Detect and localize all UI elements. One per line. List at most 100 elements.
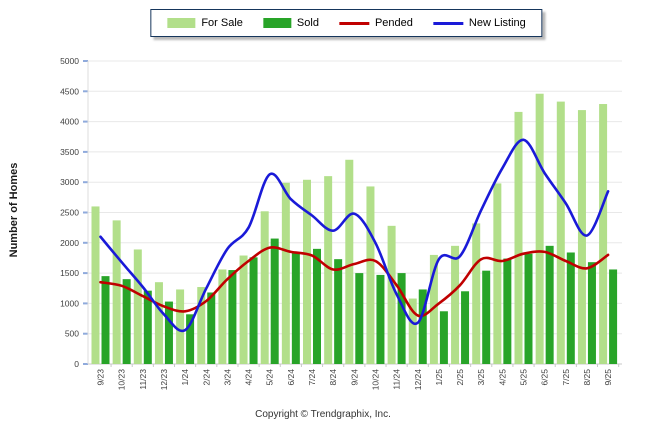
bar-sold-9/24 [355,273,364,364]
bar-for-sale-6/25 [535,93,544,364]
pended-swatch-icon [338,21,369,25]
y-tick-label: 5000 [60,56,79,66]
legend-item-new-listing: New Listing [432,17,526,29]
new-listing-line [99,138,610,333]
x-tick-label: 10/23 [117,369,127,391]
bar-for-sale-3/24 [218,269,227,364]
x-tick-label: 6/24 [286,369,296,386]
bar-sold-3/25 [482,270,491,364]
y-tick-label: 3500 [60,147,79,157]
legend-item-label: Pended [374,17,413,29]
bar-sold-3/24 [228,270,237,364]
x-tick-label: 1/25 [434,369,444,386]
bar-sold-6/25 [545,245,554,364]
x-tick-label: 12/23 [159,369,169,391]
bar-for-sale-8/25 [577,110,586,364]
y-tick-label: 2500 [60,208,79,218]
x-tick-label: 8/24 [328,369,338,386]
bar-sold-10/24 [376,274,385,364]
bar-for-sale-6/24 [281,182,290,364]
bar-for-sale-11/24 [387,225,396,364]
bar-sold-1/25 [439,311,448,364]
bar-sold-10/23 [122,279,131,364]
bar-for-sale-4/24 [239,255,248,364]
bar-for-sale-5/25 [514,111,523,365]
bar-for-sale-9/24 [345,159,354,364]
bar-for-sale-9/25 [599,104,608,364]
copyright-text: Copyright © Trendgraphix, Inc. [255,409,391,420]
x-tick-label: 2/24 [201,369,211,386]
bar-sold-9/23 [101,276,110,364]
new-listing-swatch-icon [432,21,463,25]
y-tick-label: 500 [65,329,79,339]
bar-for-sale-10/24 [366,186,375,364]
bar-for-sale-10/23 [112,220,121,364]
x-tick-label: 11/24 [392,369,402,390]
x-tick-label: 9/25 [603,369,613,386]
bar-sold-1/24 [186,314,195,364]
bar-for-sale-9/23 [91,206,100,364]
bar-sold-4/25 [503,258,512,364]
bar-for-sale-12/24 [408,298,417,364]
y-tick-label: 2000 [60,238,79,248]
bar-for-sale-7/24 [303,179,311,364]
x-tick-label: 3/24 [222,369,232,386]
bar-sold-11/23 [143,290,152,364]
x-tick-label: 3/25 [476,369,486,386]
x-tick-label: 2/25 [455,369,465,386]
bar-sold-5/25 [524,253,533,364]
bar-sold-2/24 [207,292,216,364]
x-tick-label: 8/25 [582,369,592,386]
bar-sold-9/25 [609,269,618,364]
bar-for-sale-2/24 [197,287,206,364]
legend: For Sale Sold Pended New Listing [150,9,543,37]
x-tick-label: 7/25 [561,369,571,386]
bar-for-sale-1/24 [176,289,185,364]
legend-item-sold: Sold [262,17,319,29]
bar-sold-12/23 [164,301,173,364]
x-tick-label: 11/23 [138,369,148,390]
x-tick-label: 7/24 [307,369,317,386]
bar-for-sale-11/23 [133,249,142,364]
y-axis-title: Number of Homes [8,162,20,258]
x-tick-label: 4/24 [244,369,254,386]
legend-item-label: New Listing [468,17,526,29]
bar-for-sale-8/24 [324,176,333,364]
y-tick-label: 1000 [60,298,79,308]
bar-sold-4/24 [249,257,258,364]
bar-for-sale-1/25 [429,254,438,364]
bar-for-sale-5/24 [260,211,269,364]
bar-sold-12/24 [418,289,427,364]
x-tick-label: 1/24 [180,369,190,386]
x-tick-label: 10/24 [370,369,380,391]
bar-for-sale-4/25 [493,183,502,364]
y-tick-label: 4500 [60,86,79,96]
x-tick-label: 9/24 [349,369,359,386]
x-tick-label: 4/25 [497,369,507,386]
x-tick-label: 12/24 [413,369,423,391]
bar-for-sale-12/23 [154,282,163,364]
bar-sold-11/24 [397,273,406,364]
pended-line [99,246,610,318]
legend-item-pended: Pended [338,17,413,29]
bar-sold-7/25 [566,252,575,364]
bar-for-sale-3/25 [472,223,481,364]
y-tick-label: 4000 [60,117,79,127]
bar-sold-7/24 [313,248,321,364]
legend-item-label: Sold [296,17,319,29]
y-tick-label: 1500 [60,268,79,278]
legend-item-label: For Sale [201,17,243,29]
x-tick-label: 5/24 [265,369,275,386]
legend-item-for-sale: For Sale [167,17,243,29]
bar-sold-2/25 [461,291,470,364]
x-tick-label: 9/23 [96,369,106,386]
x-tick-label: 6/25 [540,369,550,386]
sold-swatch-icon [262,18,291,28]
y-tick-label: 0 [74,359,79,369]
bar-sold-8/25 [587,262,596,364]
bar-sold-6/24 [291,253,300,364]
bar-for-sale-7/25 [556,101,565,365]
for-sale-swatch-icon [167,18,196,28]
